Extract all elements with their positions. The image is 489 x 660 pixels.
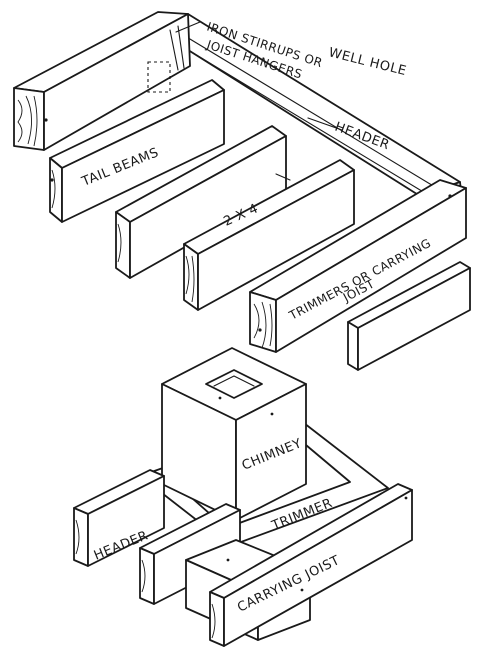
chimney-framing-assembly (73, 347, 413, 647)
left-trimmer-beam (13, 11, 191, 151)
lower-header-beam (73, 469, 165, 567)
chimney (161, 347, 307, 521)
nail (404, 496, 408, 500)
size-leader (275, 173, 291, 181)
top-framing-assembly (13, 11, 471, 371)
nail (300, 588, 304, 592)
tail-beam-1 (49, 79, 225, 223)
short-beam (347, 261, 471, 371)
nail (218, 396, 222, 400)
nail (270, 412, 274, 416)
carrying-joist-beam (209, 483, 413, 647)
tail-beam-2 (115, 125, 287, 279)
right-trimmer-beam (249, 179, 467, 353)
iron-stirrup (147, 21, 201, 93)
tail-beam-3 (183, 159, 355, 311)
nail (258, 328, 262, 332)
nail (44, 118, 48, 122)
nail (226, 558, 230, 562)
nail (448, 194, 452, 198)
label-well-hole: WELL HOLE (327, 45, 408, 79)
nail (50, 178, 54, 182)
header-leader (307, 117, 343, 131)
